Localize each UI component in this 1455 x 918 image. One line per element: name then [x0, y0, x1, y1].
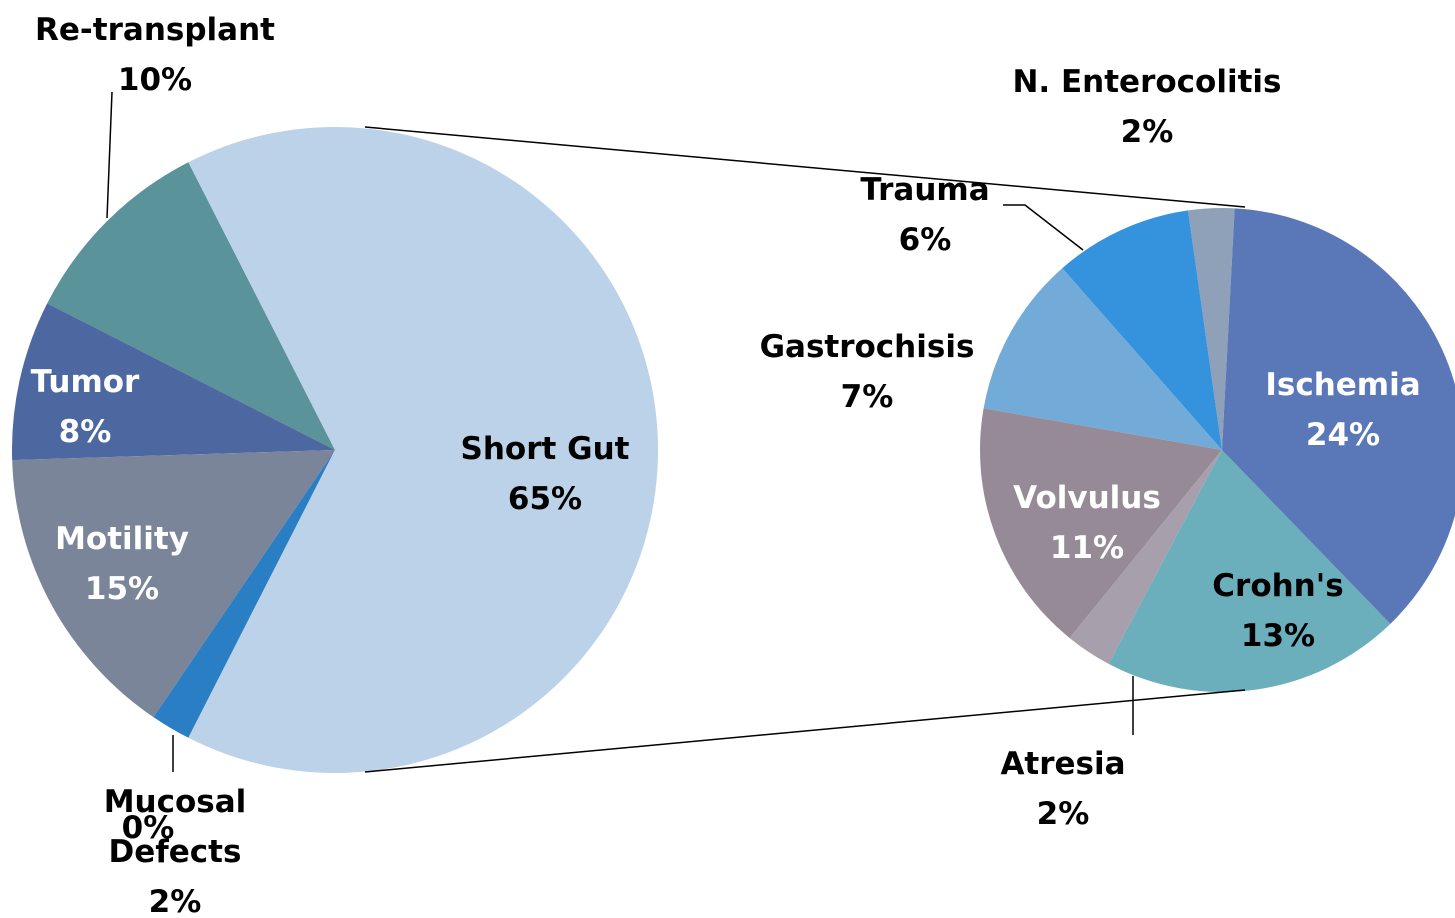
pie-slice [12, 450, 335, 718]
category-label: Volvulus [1013, 480, 1161, 516]
category-label: Motility [55, 521, 189, 557]
data-label: Crohn's 13% [1178, 561, 1378, 661]
value-label: 6% [898, 222, 952, 258]
leader-line [1003, 204, 1084, 251]
value-label: 65% [507, 481, 583, 517]
category-label: Short Gut [460, 431, 630, 467]
connector-line [364, 689, 1246, 773]
category-label: Re-transplant [35, 12, 275, 48]
pie-slice [1062, 210, 1222, 450]
pie-slice [47, 162, 335, 450]
pie-slice [153, 450, 335, 738]
data-label: Short Gut 65% [435, 424, 655, 524]
pie-slice [1069, 450, 1222, 664]
value-label: 0% [121, 810, 175, 846]
category-label: Tumor [30, 364, 140, 400]
data-label: Trauma 6% [825, 165, 1025, 265]
category-label: Trauma [860, 172, 990, 208]
pie-slice [1187, 208, 1235, 450]
pie-slice [1108, 450, 1391, 693]
data-label: Re-transplant 10% [5, 5, 305, 105]
category-label: N. Enterocolitis [1012, 64, 1282, 100]
data-label: Atresia 2% [963, 739, 1163, 839]
category-label: Crohn's [1212, 568, 1344, 604]
data-label: Mucosal Defects 2% [90, 777, 260, 918]
value-label: 2% [1120, 114, 1174, 150]
value-label: 2% [148, 884, 202, 918]
data-label: Tumor 8% [0, 357, 185, 457]
pie-slice [1222, 208, 1455, 624]
value-label: 7% [840, 379, 894, 415]
value-label: 2% [1036, 796, 1090, 832]
category-label: Atresia [1000, 746, 1126, 782]
data-label: Gastrochisis 7% [737, 322, 997, 422]
value-label: 11% [1049, 530, 1125, 566]
category-label: Gastrochisis [759, 329, 975, 365]
value-label: 8% [58, 414, 112, 450]
data-label: 0% [122, 803, 175, 853]
pie-slice [188, 127, 658, 774]
value-label: 10% [117, 62, 193, 98]
value-label: 15% [84, 571, 160, 607]
leader-line [106, 91, 113, 219]
pie-slice [979, 408, 1222, 639]
connector-line [364, 126, 1246, 208]
pie-slice [983, 268, 1222, 450]
category-label: Ischemia [1265, 367, 1421, 403]
value-label: 13% [1240, 618, 1316, 654]
data-label: Ischemia 24% [1233, 360, 1453, 460]
data-label: Motility 15% [12, 514, 232, 614]
category-label: Mucosal Defects [103, 784, 247, 870]
value-label: 24% [1305, 417, 1381, 453]
data-label: N. Enterocolitis 2% [1007, 57, 1287, 157]
data-label: Volvulus 11% [977, 473, 1197, 573]
pie-slice [11, 303, 335, 461]
